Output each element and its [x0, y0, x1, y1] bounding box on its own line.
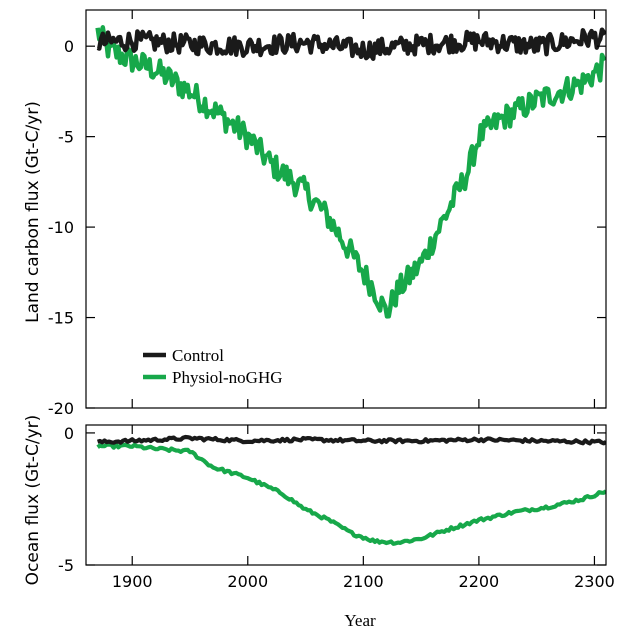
- y-tick-label: 0: [64, 37, 74, 56]
- x-tick-label: 2100: [343, 572, 384, 591]
- y-tick-label: -15: [48, 309, 74, 328]
- plot-frame: [85, 424, 607, 566]
- x-tick-label: 2200: [459, 572, 500, 591]
- y-tick-label: -5: [58, 556, 74, 575]
- y-tick-label: -5: [58, 128, 74, 147]
- x-tick-label: 2300: [574, 572, 615, 591]
- y-tick-label: 0: [64, 424, 74, 443]
- series-line-control: [96, 434, 606, 446]
- y-tick-label: -10: [48, 218, 74, 237]
- legend-label: Control: [172, 346, 224, 365]
- x-tick-label: 1900: [112, 572, 153, 591]
- series-line-physiol-noghg: [95, 25, 606, 319]
- series-line-control: [96, 27, 606, 61]
- x-axis-title: Year: [344, 611, 376, 630]
- y-tick-label: -20: [48, 399, 74, 418]
- legend-label: Physiol-noGHG: [172, 368, 283, 387]
- top-ylabel: Land carbon flux (Gt-C/yr): [23, 101, 43, 323]
- series-line-physiol-noghg: [96, 442, 606, 546]
- plot-frame: [85, 9, 607, 409]
- land-flux-panel: 0 -5 -10 -15 -20 Control Physiol-noGHG: [48, 9, 607, 418]
- bottom-ylabel: Ocean flux (Gt-C/yr): [23, 415, 43, 586]
- ocean-flux-panel: 0 -5 1900 2000 2100 2200 2300: [58, 424, 615, 591]
- x-tick-label: 2000: [227, 572, 268, 591]
